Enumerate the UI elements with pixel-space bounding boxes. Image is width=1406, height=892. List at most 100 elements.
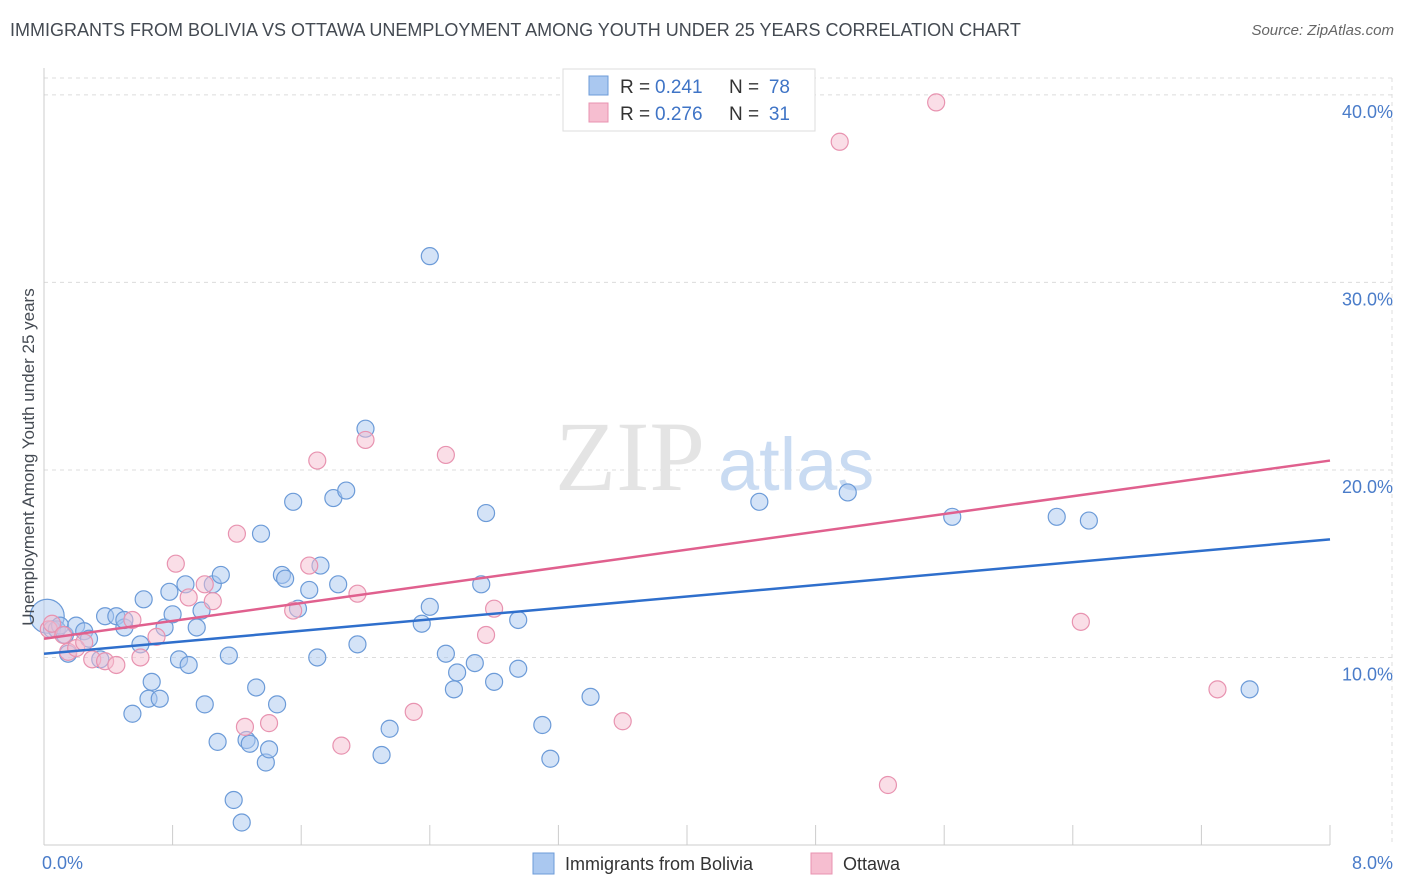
point-pink-9 [123, 610, 142, 630]
axes [43, 68, 1331, 846]
point-blue-74 [1047, 507, 1066, 526]
point-blue-62 [465, 653, 484, 673]
point-blue-47 [308, 648, 327, 667]
point-pink-13 [179, 588, 198, 607]
legend-r-value-pink: 0.276 [655, 104, 703, 125]
point-blue-25 [179, 655, 198, 675]
y-tick-label-30: 30.0% [1342, 289, 1393, 309]
legend-r-label-pink: R = [620, 104, 650, 125]
point-blue-65 [485, 672, 504, 691]
point-blue-57 [420, 247, 439, 266]
legend-n-value-pink: 31 [769, 104, 790, 125]
point-blue-37 [247, 678, 266, 697]
point-blue-58 [420, 597, 439, 616]
legend: R = 0.241 N = 78 R = 0.276 N = 31 [562, 68, 816, 132]
point-blue-56 [412, 614, 431, 633]
bottom-legend: Immigrants from Bolivia Ottawa [532, 852, 901, 875]
point-blue-59 [436, 644, 455, 663]
point-blue-32 [219, 646, 238, 665]
point-blue-55 [380, 719, 399, 738]
point-blue-61 [448, 663, 467, 682]
point-blue-63 [472, 575, 491, 594]
point-pink-8 [107, 655, 126, 675]
point-pink-18 [259, 714, 279, 733]
bottom-legend-label-pink: Ottawa [843, 854, 901, 874]
point-pink-19 [284, 601, 303, 620]
point-blue-54 [372, 745, 391, 765]
point-blue-76 [1240, 680, 1259, 699]
point-blue-34 [232, 813, 251, 832]
point-blue-26 [187, 618, 206, 637]
bottom-legend-label-blue: Immigrants from Bolivia [565, 854, 754, 874]
point-blue-38 [251, 524, 271, 543]
point-blue-14 [123, 704, 142, 723]
legend-n-label-pink: N = [729, 104, 759, 125]
tick-labels: 10.0% 20.0% 30.0% 40.0% 0.0% 8.0% [42, 102, 1393, 873]
point-pink-15 [203, 592, 222, 611]
data-points [29, 93, 1259, 832]
point-blue-69 [541, 749, 560, 768]
point-blue-71 [750, 492, 769, 511]
point-pink-34 [1208, 680, 1227, 699]
x-tick-label-min: 0.0% [42, 853, 83, 873]
point-pink-27 [476, 625, 496, 645]
point-pink-11 [147, 627, 166, 646]
point-pink-26 [436, 445, 455, 465]
point-blue-36 [240, 734, 259, 753]
point-blue-18 [142, 672, 161, 691]
y-axis-label: Unemployment Among Youth under 25 years [19, 288, 38, 625]
point-blue-22 [163, 605, 182, 624]
point-blue-33 [224, 790, 243, 810]
legend-r-value-blue: 0.241 [655, 77, 703, 98]
point-blue-67 [509, 659, 528, 678]
point-blue-52 [348, 635, 367, 654]
point-pink-17 [235, 717, 255, 736]
point-pink-10 [131, 648, 150, 667]
point-blue-40 [259, 740, 279, 759]
point-pink-12 [166, 554, 185, 573]
point-blue-75 [1079, 511, 1098, 530]
point-blue-31 [211, 565, 230, 585]
point-blue-41 [267, 695, 287, 714]
point-blue-51 [337, 481, 356, 500]
point-blue-30 [208, 732, 227, 751]
watermark-zip: ZIP [555, 401, 705, 512]
point-pink-24 [356, 430, 375, 450]
point-blue-72 [838, 483, 857, 502]
point-pink-33 [1071, 612, 1090, 631]
legend-swatch-blue [588, 75, 609, 96]
point-blue-19 [150, 689, 169, 708]
point-blue-68 [533, 715, 552, 735]
legend-n-label-blue: N = [729, 77, 759, 98]
point-blue-28 [195, 695, 214, 714]
bottom-legend-swatch-blue [532, 852, 555, 875]
source-label: Source: ZipAtlas.com [1251, 22, 1394, 39]
legend-swatch-pink [588, 102, 609, 123]
trend-line-blue [43, 538, 1331, 655]
point-pink-31 [878, 775, 898, 795]
y-tick-label-40: 40.0% [1342, 102, 1393, 122]
point-pink-29 [613, 712, 632, 731]
legend-n-value-blue: 78 [769, 77, 790, 98]
point-pink-22 [332, 736, 351, 755]
point-blue-43 [276, 569, 295, 588]
point-pink-20 [300, 556, 319, 575]
point-blue-70 [581, 687, 600, 706]
point-blue-60 [444, 680, 464, 699]
point-pink-14 [195, 575, 214, 594]
point-blue-44 [284, 492, 303, 511]
y-tick-label-10: 10.0% [1342, 664, 1393, 684]
point-blue-50 [329, 575, 348, 594]
point-blue-21 [160, 582, 179, 601]
trend-lines [43, 459, 1331, 655]
chart-title: IMMIGRANTS FROM BOLIVIA VS OTTAWA UNEMPL… [10, 20, 1021, 40]
point-pink-16 [227, 524, 246, 543]
point-pink-1 [42, 614, 62, 633]
legend-r-label-blue: R = [620, 77, 650, 98]
point-blue-46 [300, 580, 319, 600]
trend-line-pink [43, 459, 1331, 640]
point-pink-32 [927, 93, 946, 112]
watermark: ZIP atlas [555, 401, 874, 512]
y-tick-label-20: 20.0% [1342, 477, 1393, 497]
